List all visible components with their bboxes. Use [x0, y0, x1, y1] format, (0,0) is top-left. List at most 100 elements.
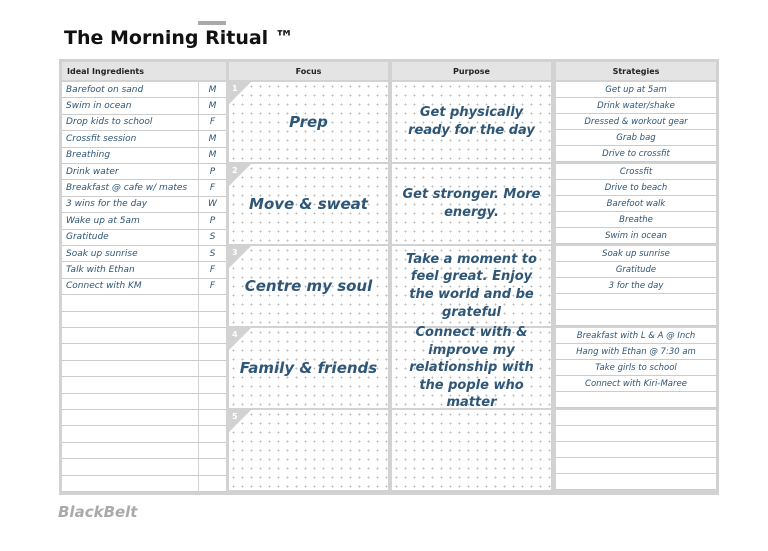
ingredient-row: Crossfit session — [62, 131, 198, 148]
section-corner — [229, 328, 251, 350]
ingredient-code — [199, 410, 226, 427]
ingredient-code: P — [199, 213, 226, 230]
strategy-row: Take girls to school — [556, 360, 716, 376]
section-number: 2 — [232, 166, 238, 175]
ingredient-row: 3 wins for the day — [62, 196, 198, 214]
ingredient-row — [62, 442, 198, 460]
ingredient-row: Gratitude — [62, 229, 198, 246]
section-corner — [229, 164, 251, 186]
ingredient-row: Wake up at 5am — [62, 213, 198, 230]
ingredient-code: M — [199, 147, 226, 164]
strategy-row — [556, 474, 716, 490]
ingredient-code — [199, 344, 226, 361]
ingredient-row: Swim in ocean — [62, 98, 198, 115]
strategy-row — [556, 294, 716, 310]
strategy-row — [556, 458, 716, 474]
column-header: Strategies — [556, 62, 716, 80]
section-corner — [229, 82, 251, 104]
strategy-row: 3 for the day — [556, 278, 716, 294]
focus-cell: Move & sweat — [229, 164, 388, 244]
strategy-row: Gratitude — [556, 262, 716, 278]
ingredient-code: F — [199, 262, 226, 279]
ingredient-code: S — [199, 229, 226, 246]
purpose-cell: Get physically ready for the day — [392, 82, 551, 162]
purpose-cell: Take a moment to feel great. Enjoy the w… — [392, 246, 551, 326]
ingredient-code: M — [199, 98, 226, 115]
ingredient-row — [62, 393, 198, 410]
ingredient-row: Drink water — [62, 164, 198, 181]
ingredient-row — [62, 410, 198, 427]
section-number: 3 — [232, 248, 238, 257]
ingredient-row — [62, 311, 198, 328]
ingredient-row — [62, 328, 198, 345]
column-header: Purpose — [392, 62, 551, 80]
ingredient-row — [62, 459, 198, 476]
ingredient-row: Barefoot on sand — [62, 82, 198, 99]
ingredient-code — [199, 328, 226, 345]
ingredient-code — [199, 360, 226, 378]
ingredient-row: Soak up sunrise — [62, 246, 198, 263]
ingredient-code: W — [199, 196, 226, 214]
ingredient-row: Breathing — [62, 147, 198, 164]
ingredient-row — [62, 475, 198, 492]
section-number: 1 — [232, 84, 238, 93]
strategy-row: Get up at 5am — [556, 82, 716, 98]
ingredient-code — [199, 295, 226, 312]
ingredient-row: Breakfast @ cafe w/ mates — [62, 180, 198, 197]
purpose-cell — [392, 410, 551, 490]
strategy-row: Hang with Ethan @ 7:30 am — [556, 344, 716, 360]
section-number: 4 — [232, 330, 238, 339]
strategy-row: Crossfit — [556, 164, 716, 180]
strategy-row: Breathe — [556, 212, 716, 228]
ingredient-code — [199, 442, 226, 460]
ingredient-code — [199, 393, 226, 410]
strategy-row: Drive to crossfit — [556, 146, 716, 162]
ingredient-code — [199, 475, 226, 492]
strategy-row: Swim in ocean — [556, 228, 716, 244]
ingredient-code — [199, 459, 226, 476]
ingredient-row: Drop kids to school — [62, 114, 198, 132]
ingredient-row — [62, 426, 198, 443]
strategy-row — [556, 392, 716, 408]
strategy-row — [556, 410, 716, 426]
strategy-row — [556, 442, 716, 458]
strategy-row: Breakfast with L & A @ Inch — [556, 328, 716, 344]
section-number: 5 — [232, 412, 238, 421]
ingredient-code: P — [199, 164, 226, 181]
ingredient-row: Talk with Ethan — [62, 262, 198, 279]
strategy-row: Drive to beach — [556, 180, 716, 196]
strategy-row: Dressed & workout gear — [556, 114, 716, 130]
ingredient-row: Connect with KM — [62, 278, 198, 296]
purpose-cell: Connect with & improve my relationship w… — [392, 325, 551, 410]
strategy-row: Connect with Kiri-Maree — [556, 376, 716, 392]
ingredient-code — [199, 377, 226, 394]
strategy-row: Soak up sunrise — [556, 246, 716, 262]
section-corner — [229, 410, 251, 432]
focus-cell: Prep — [229, 82, 388, 162]
section-corner — [229, 246, 251, 268]
ingredient-row — [62, 295, 198, 312]
page-title: The Morning Ritual ™ — [64, 27, 294, 49]
ingredient-code — [199, 311, 226, 328]
ingredient-code: S — [199, 246, 226, 263]
ingredient-row — [62, 360, 198, 378]
focus-cell: Centre my soul — [229, 246, 388, 326]
strategy-row — [556, 310, 716, 326]
ingredient-code — [199, 426, 226, 443]
ingredient-code: F — [199, 180, 226, 197]
ingredient-row — [62, 377, 198, 394]
strategy-row: Barefoot walk — [556, 196, 716, 212]
title-bar — [198, 21, 226, 25]
focus-cell — [229, 410, 388, 490]
ingredient-code: F — [199, 278, 226, 296]
column-header: Ideal Ingredients — [62, 62, 226, 80]
logo: BlackBelt — [58, 503, 138, 521]
ingredient-code: F — [199, 114, 226, 132]
strategy-row: Drink water/shake — [556, 98, 716, 114]
purpose-cell: Get stronger. More energy. — [392, 164, 551, 244]
column-header: Focus — [229, 62, 388, 80]
ingredient-code: M — [199, 131, 226, 148]
strategy-row: Grab bag — [556, 130, 716, 146]
strategy-row — [556, 426, 716, 442]
